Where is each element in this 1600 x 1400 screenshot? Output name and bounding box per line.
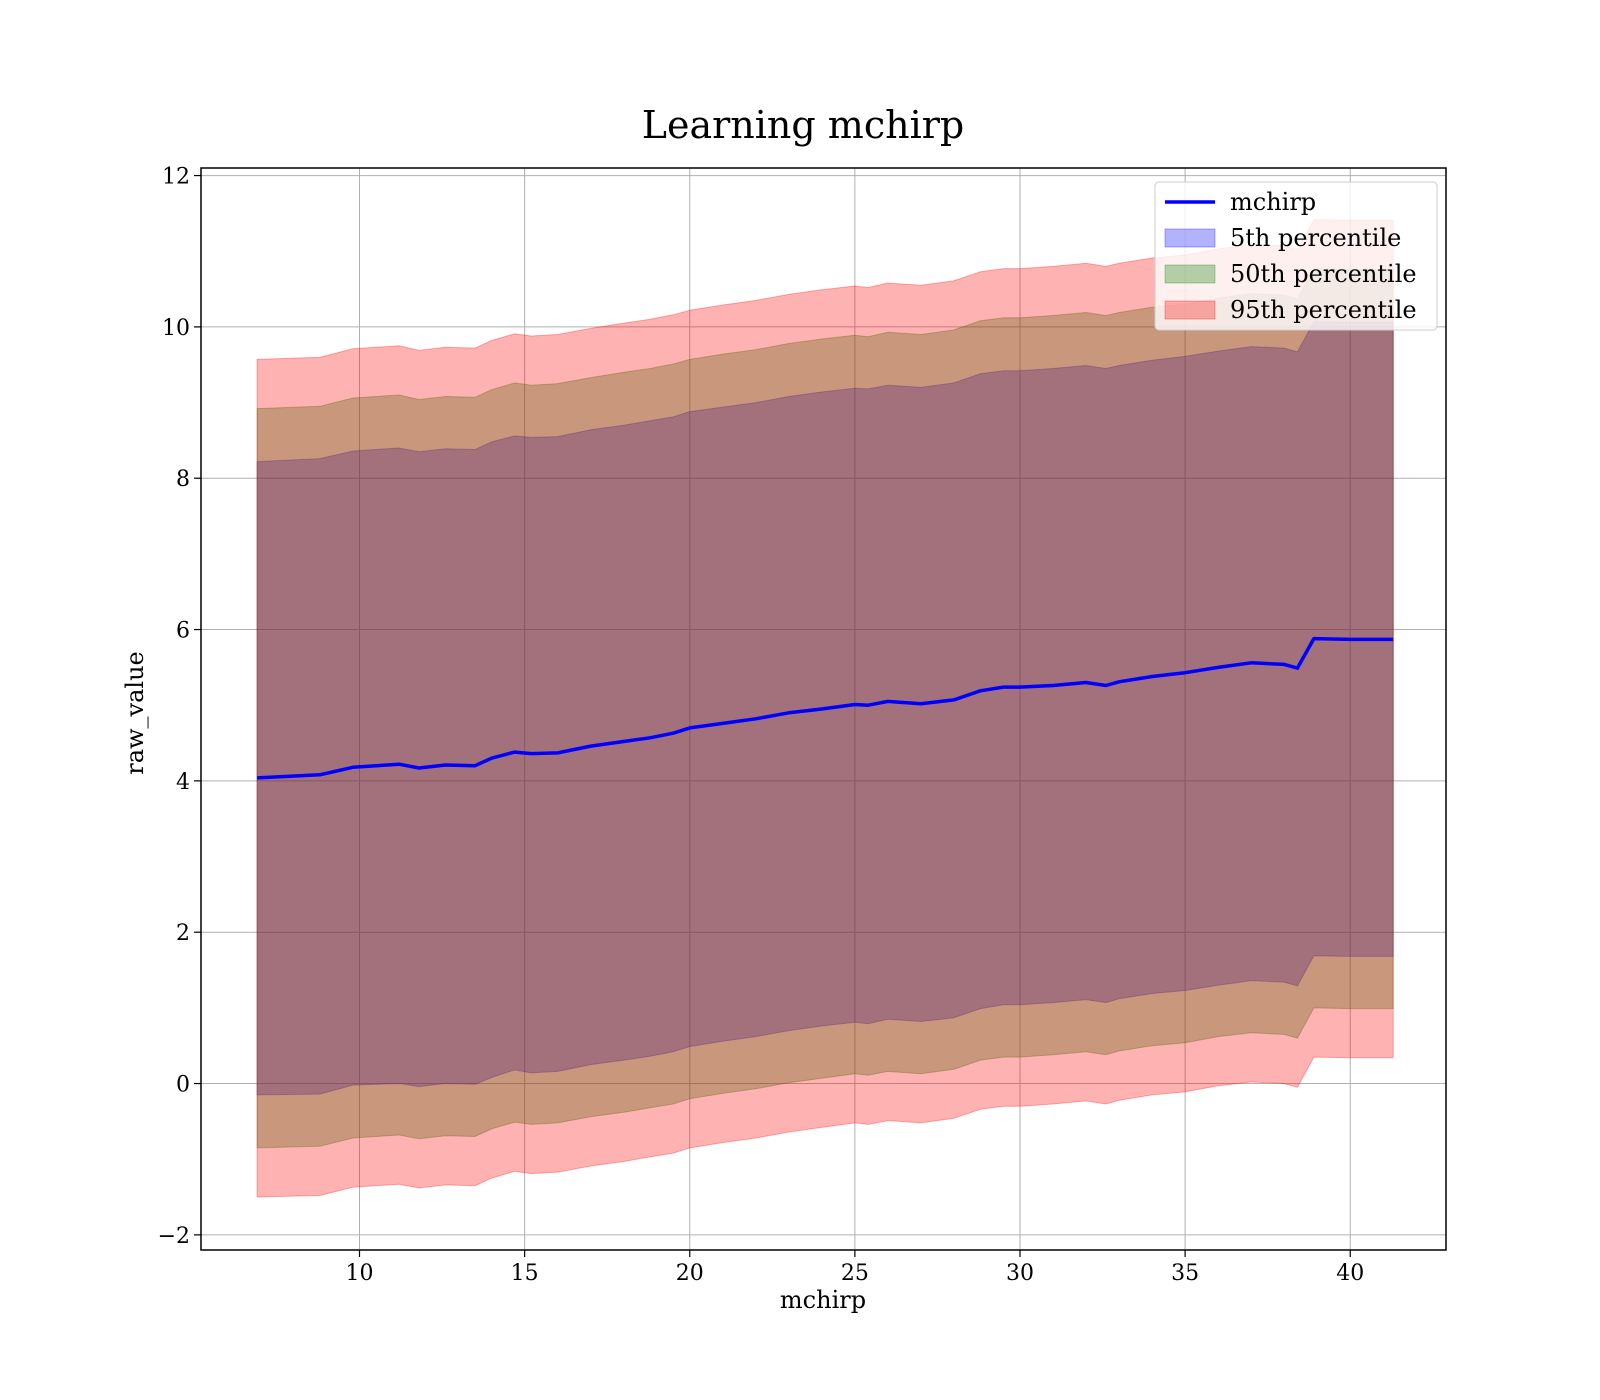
y-tick-label: 4 bbox=[176, 770, 190, 795]
legend-label: mchirp bbox=[1230, 188, 1316, 216]
x-tick-label: 35 bbox=[1171, 1261, 1199, 1286]
y-tick-label: 0 bbox=[176, 1073, 190, 1098]
y-tick-label: 10 bbox=[162, 316, 190, 341]
y-axis-label: raw_value bbox=[121, 651, 149, 775]
x-tick-label: 30 bbox=[1006, 1261, 1034, 1286]
y-tick-label: 2 bbox=[176, 921, 190, 946]
legend-swatch-band bbox=[1164, 264, 1216, 284]
legend-label: 50th percentile bbox=[1230, 260, 1417, 288]
x-tick-label: 10 bbox=[346, 1261, 374, 1286]
y-axis-ticks: −2 0 2 4 6 8 10 12 bbox=[158, 165, 201, 1249]
x-axis-ticks: 10 15 20 25 30 35 40 bbox=[346, 1250, 1364, 1286]
legend-box bbox=[1154, 181, 1438, 331]
legend-label: 95th percentile bbox=[1230, 296, 1417, 324]
legend-swatch-band bbox=[1164, 228, 1216, 248]
series-line-layer bbox=[257, 636, 1394, 780]
plot-area: 10 15 20 25 30 35 40 −2 0 2 4 6 8 10 12 bbox=[158, 165, 1447, 1286]
legend-swatch-band bbox=[1164, 300, 1216, 320]
legend: mchirp 5th percentile 50th percentile 95th … bbox=[1154, 181, 1438, 331]
plot-frame bbox=[200, 167, 1447, 1251]
y-tick-label: 8 bbox=[176, 467, 190, 492]
x-tick-label: 40 bbox=[1336, 1261, 1364, 1286]
x-tick-label: 20 bbox=[676, 1261, 704, 1286]
x-tick-label: 15 bbox=[511, 1261, 539, 1286]
y-tick-label: 6 bbox=[176, 619, 190, 644]
series-line-mchirp bbox=[257, 636, 1394, 780]
chart-title: Learning mchirp bbox=[642, 103, 964, 147]
y-tick-label: −2 bbox=[158, 1224, 190, 1249]
y-tick-label: 12 bbox=[162, 165, 190, 190]
legend-label: 5th percentile bbox=[1230, 224, 1401, 252]
x-tick-label: 25 bbox=[841, 1261, 869, 1286]
x-axis-label: mchirp bbox=[780, 1286, 866, 1314]
